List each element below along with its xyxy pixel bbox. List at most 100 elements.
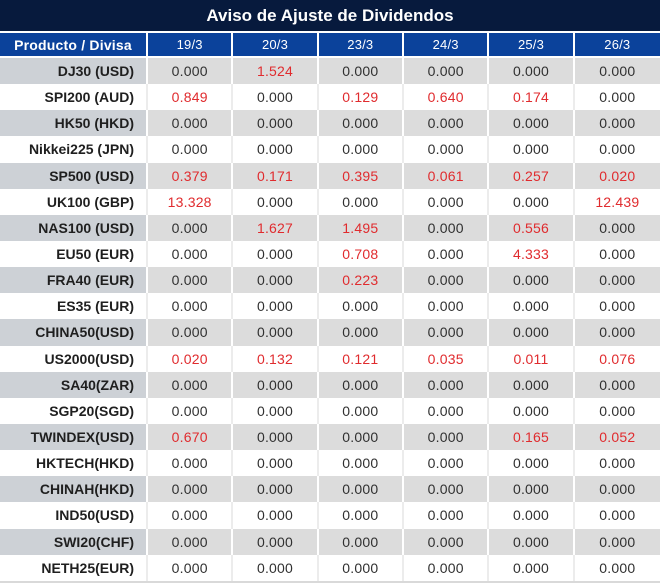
value-cell: 0.000 xyxy=(318,423,404,451)
value-cell: 0.000 xyxy=(574,214,660,241)
value-cell: 0.000 xyxy=(233,476,319,503)
value-cell: 0.174 xyxy=(489,84,575,111)
table-row: US2000(USD) 0.020 0.132 0.121 0.035 0.011 0.07… xyxy=(0,345,660,372)
value-cell: 0.000 xyxy=(148,528,234,555)
product-cell: DJ30 (USD) xyxy=(0,58,148,85)
value-cell: 0.849 xyxy=(148,84,234,111)
product-cell: TWINDEX(USD) xyxy=(0,423,148,451)
table-row: TWINDEX(USD) 0.670 0.000 0.000 0.000 0.165 0.0… xyxy=(0,423,660,451)
value-cell: 0.000 xyxy=(233,502,319,529)
value-cell: 0.000 xyxy=(574,476,660,503)
table-row: EU50 (EUR) 0.000 0.000 0.708 0.000 4.333 0.000 xyxy=(0,240,660,268)
value-cell: 0.000 xyxy=(574,136,660,163)
column-header-date: 24/3 xyxy=(404,33,490,56)
table-row: SPI200 (AUD) 0.849 0.000 0.129 0.640 0.174 0.0… xyxy=(0,84,660,111)
column-header-date: 20/3 xyxy=(233,33,319,56)
product-cell: CHINAH(HKD) xyxy=(0,476,148,503)
value-cell: 0.000 xyxy=(148,397,234,424)
table-row: CHINA50(USD) 0.000 0.000 0.000 0.000 0.000 0.0… xyxy=(0,319,660,346)
value-cell: 1.627 xyxy=(233,214,319,241)
value-cell: 0.000 xyxy=(404,136,490,163)
value-cell: 0.000 xyxy=(148,110,234,137)
product-cell: Nikkei225 (JPN) xyxy=(0,136,148,163)
value-cell: 0.000 xyxy=(233,423,319,451)
value-cell: 0.000 xyxy=(233,110,319,137)
value-cell: 0.000 xyxy=(233,84,319,111)
table-row: HKTECH(HKD) 0.000 0.000 0.000 0.000 0.000 0.00… xyxy=(0,450,660,477)
column-header-date: 26/3 xyxy=(574,33,660,56)
value-cell: 13.328 xyxy=(148,188,234,215)
table-row: NETH25(EUR) 0.000 0.000 0.000 0.000 0.000 0.00… xyxy=(0,554,660,581)
product-cell: IND50(USD) xyxy=(0,502,148,529)
value-cell: 0.000 xyxy=(574,371,660,398)
value-cell: 0.000 xyxy=(574,293,660,320)
value-cell: 0.000 xyxy=(148,293,234,320)
table-row: IND50(USD) 0.000 0.000 0.000 0.000 0.000 0.000 xyxy=(0,502,660,529)
product-cell: SGP20(SGD) xyxy=(0,397,148,424)
value-cell: 0.000 xyxy=(404,476,490,503)
value-cell: 0.000 xyxy=(489,554,575,581)
value-cell: 0.165 xyxy=(489,423,575,451)
value-cell: 0.000 xyxy=(318,397,404,424)
value-cell: 0.379 xyxy=(148,162,234,189)
value-cell: 0.000 xyxy=(233,397,319,424)
value-cell: 0.640 xyxy=(404,84,490,111)
column-header-product: Producto / Divisa xyxy=(0,33,148,56)
table-row: NAS100 (USD) 0.000 1.627 1.495 0.000 0.556 0.0… xyxy=(0,214,660,241)
value-cell: 0.000 xyxy=(233,371,319,398)
value-cell: 0.000 xyxy=(404,450,490,477)
value-cell: 0.000 xyxy=(233,188,319,215)
value-cell: 0.000 xyxy=(233,240,319,268)
value-cell: 1.495 xyxy=(318,214,404,241)
value-cell: 12.439 xyxy=(574,188,660,215)
value-cell: 0.000 xyxy=(404,58,490,85)
value-cell: 0.000 xyxy=(404,502,490,529)
value-cell: 0.000 xyxy=(233,554,319,581)
value-cell: 0.000 xyxy=(489,293,575,320)
value-cell: 0.000 xyxy=(404,188,490,215)
value-cell: 0.000 xyxy=(574,397,660,424)
table-row: FRA40 (EUR) 0.000 0.000 0.223 0.000 0.000 0.00… xyxy=(0,267,660,294)
table-row: DJ30 (USD) 0.000 1.524 0.000 0.000 0.000 0.000 xyxy=(0,58,660,85)
value-cell: 0.000 xyxy=(233,267,319,294)
product-cell: FRA40 (EUR) xyxy=(0,267,148,294)
value-cell: 0.000 xyxy=(148,319,234,346)
table-row: SA40(ZAR) 0.000 0.000 0.000 0.000 0.000 0.000 xyxy=(0,371,660,398)
value-cell: 0.000 xyxy=(489,528,575,555)
table-row: HK50 (HKD) 0.000 0.000 0.000 0.000 0.000 0.000 xyxy=(0,110,660,137)
product-cell: SA40(ZAR) xyxy=(0,371,148,398)
value-cell: 0.000 xyxy=(233,136,319,163)
value-cell: 0.000 xyxy=(404,240,490,268)
table-row: SWI20(CHF) 0.000 0.000 0.000 0.000 0.000 0.000 xyxy=(0,528,660,555)
value-cell: 0.000 xyxy=(318,319,404,346)
product-cell: HK50 (HKD) xyxy=(0,110,148,137)
value-cell: 1.524 xyxy=(233,58,319,85)
value-cell: 0.020 xyxy=(574,162,660,189)
product-cell: NAS100 (USD) xyxy=(0,214,148,241)
value-cell: 0.000 xyxy=(148,476,234,503)
product-cell: US2000(USD) xyxy=(0,345,148,372)
table-header: Producto / Divisa 19/3 20/3 23/3 24/3 25/3 26/… xyxy=(0,33,660,58)
value-cell: 0.000 xyxy=(404,214,490,241)
value-cell: 0.052 xyxy=(574,423,660,451)
value-cell: 0.000 xyxy=(574,84,660,111)
product-cell: HKTECH(HKD) xyxy=(0,450,148,477)
value-cell: 0.000 xyxy=(574,554,660,581)
value-cell: 0.000 xyxy=(404,397,490,424)
value-cell: 0.171 xyxy=(233,162,319,189)
column-header-date: 25/3 xyxy=(489,33,575,56)
value-cell: 0.000 xyxy=(318,476,404,503)
value-cell: 0.000 xyxy=(148,240,234,268)
value-cell: 0.076 xyxy=(574,345,660,372)
value-cell: 0.000 xyxy=(318,136,404,163)
value-cell: 0.708 xyxy=(318,240,404,268)
value-cell: 0.132 xyxy=(233,345,319,372)
value-cell: 0.000 xyxy=(318,58,404,85)
value-cell: 0.000 xyxy=(574,110,660,137)
value-cell: 0.000 xyxy=(233,450,319,477)
value-cell: 0.000 xyxy=(404,528,490,555)
value-cell: 0.000 xyxy=(148,214,234,241)
table-row: SP500 (USD) 0.379 0.171 0.395 0.061 0.257 0.02… xyxy=(0,162,660,189)
value-cell: 0.000 xyxy=(318,502,404,529)
value-cell: 0.000 xyxy=(574,240,660,268)
